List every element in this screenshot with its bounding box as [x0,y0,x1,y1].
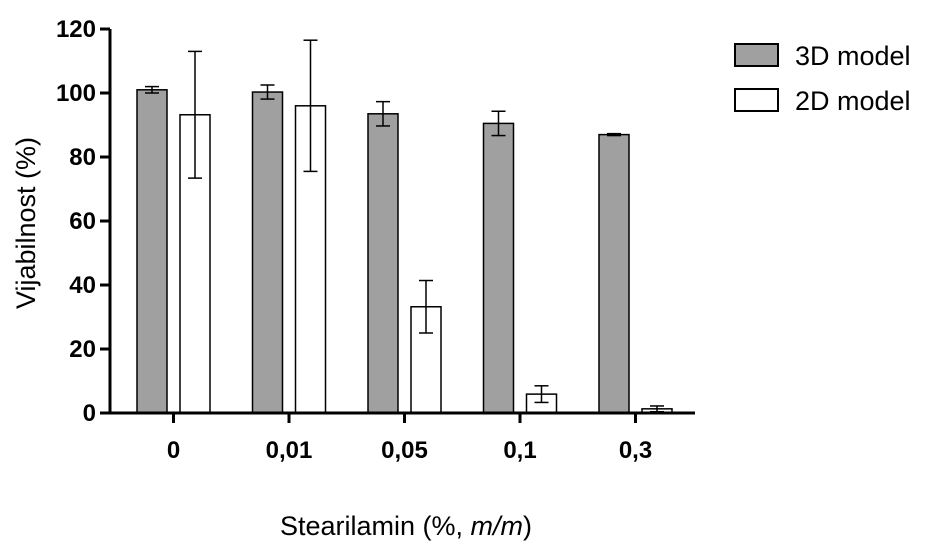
x-tick-label: 0,3 [619,437,652,464]
legend: 3D model 2D model [734,41,911,116]
x-axis-title-italic: m/m [471,511,523,541]
legend-label-3d: 3D model [795,41,911,71]
error-bars-group [145,39,664,413]
y-tick-label: 60 [69,208,96,235]
y-axis-title: Vijabilnost (%) [11,137,41,309]
legend-swatch-3d [734,43,779,67]
bar-3d-model [598,133,630,414]
x-ticks-group: 0 0,01 0,05 0,1 0,3 [167,413,652,464]
y-tick-label: 120 [56,16,96,43]
x-tick-label: 0 [167,437,180,464]
x-tick-label: 0,01 [266,437,313,464]
x-tick-label: 0,1 [503,437,536,464]
y-ticks-group: 0 20 40 60 80 100 120 [56,16,110,427]
bar-3d-model [482,122,515,414]
x-axis-title: Stearilamin (%, m/m) [280,511,532,541]
bar-3d-model [367,113,399,414]
x-axis-title-main: Stearilamin (%, [280,511,471,541]
y-tick-label: 100 [56,80,96,107]
x-tick-label: 0,05 [381,437,428,464]
legend-swatch-2d [734,88,779,112]
y-tick-label: 0 [83,400,96,427]
bar-3d-model [136,89,168,414]
y-tick-label: 80 [69,144,96,171]
x-axis-title-end: ) [523,511,532,541]
legend-label-2d: 2D model [795,86,911,116]
y-tick-label: 40 [69,272,96,299]
y-tick-label: 20 [69,336,96,363]
bar-3d-model [251,91,284,414]
bars-group [136,89,673,414]
